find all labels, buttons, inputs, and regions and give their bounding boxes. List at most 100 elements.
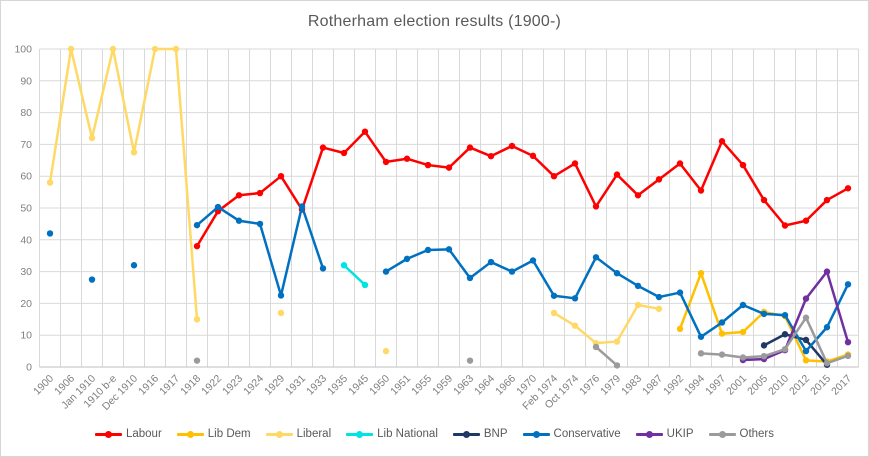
x-tick-label: 2012 bbox=[787, 373, 812, 398]
y-tick-label: 20 bbox=[20, 298, 32, 310]
series-point-conservative bbox=[844, 281, 852, 288]
x-tick-label: 2015 bbox=[808, 373, 833, 398]
x-tick-label: 1935 bbox=[325, 373, 350, 398]
series-point-conservative bbox=[760, 310, 768, 318]
series-point-liberal bbox=[613, 338, 621, 345]
x-tick-label: 1923 bbox=[220, 373, 245, 398]
series-point-liberal bbox=[550, 309, 558, 317]
series-point-conservative bbox=[550, 292, 558, 299]
series-point-conservative bbox=[529, 257, 537, 264]
legend-marker-icon bbox=[452, 430, 480, 439]
series-point-labour bbox=[760, 196, 768, 204]
x-tick-label: 1964 bbox=[472, 373, 497, 398]
series-point-labour bbox=[235, 192, 243, 199]
series-point-others bbox=[592, 343, 600, 351]
series-point-labour bbox=[466, 144, 474, 151]
series-point-conservative bbox=[193, 221, 201, 229]
series-point-liberal bbox=[109, 45, 117, 53]
series-point-labour bbox=[403, 155, 411, 162]
series-point-labour bbox=[613, 171, 621, 178]
series-point-labour bbox=[655, 176, 663, 183]
x-tick-label: 1900 bbox=[31, 373, 56, 398]
x-tick-label: 1992 bbox=[661, 373, 686, 398]
series-line-lib-national bbox=[342, 263, 367, 287]
legend-item-lib-national: Lib National bbox=[346, 428, 438, 440]
x-tick-label: 1950 bbox=[367, 373, 392, 398]
series-point-others bbox=[844, 352, 852, 360]
x-tick-label: 1924 bbox=[241, 373, 266, 398]
legend-label: Labour bbox=[125, 428, 162, 440]
series-point-lib-dem bbox=[739, 328, 747, 336]
series-point-labour bbox=[592, 203, 600, 210]
series-point-others bbox=[823, 359, 831, 367]
x-tick-label: 2017 bbox=[829, 373, 854, 398]
legend-marker-icon bbox=[176, 430, 204, 439]
series-point-others bbox=[697, 350, 705, 357]
y-tick-label: 100 bbox=[14, 44, 32, 56]
series-point-labour bbox=[256, 189, 264, 197]
series-point-labour bbox=[424, 161, 432, 169]
series-point-conservative bbox=[781, 311, 789, 319]
series-point-conservative bbox=[592, 254, 600, 261]
x-tick-label: 1922 bbox=[199, 373, 224, 398]
series-point-others bbox=[466, 357, 474, 364]
legend-marker-icon bbox=[708, 430, 736, 439]
y-tick-label: 30 bbox=[20, 266, 32, 278]
x-tick-label: 1929 bbox=[262, 373, 287, 398]
legend-item-others: Others bbox=[708, 428, 775, 440]
x-tick-label: 1945 bbox=[346, 373, 371, 398]
legend-item-lib-dem: Lib Dem bbox=[176, 428, 251, 440]
series-point-lib-national bbox=[361, 281, 369, 289]
legend-marker-icon bbox=[522, 430, 550, 439]
y-tick-label: 10 bbox=[20, 330, 32, 342]
series-point-labour bbox=[697, 187, 705, 194]
series-point-bnp bbox=[760, 342, 768, 349]
series-line-conservative bbox=[384, 248, 850, 353]
series-point-labour bbox=[781, 222, 789, 229]
y-tick-label: 70 bbox=[20, 139, 32, 151]
series-point-labour bbox=[844, 185, 852, 192]
series-point-liberal bbox=[46, 179, 54, 186]
x-tick-label: 2005 bbox=[745, 373, 770, 398]
x-tick-label: 1983 bbox=[619, 373, 644, 398]
series-point-labour bbox=[718, 138, 726, 145]
series-point-labour bbox=[508, 142, 516, 150]
series-point-conservative bbox=[655, 293, 663, 301]
series-point-bnp bbox=[802, 336, 810, 344]
series-point-liberal bbox=[151, 45, 159, 53]
chart-title: Rotherham election results (1900-) bbox=[307, 13, 562, 30]
series-line-bnp bbox=[762, 332, 829, 367]
series-point-labour bbox=[634, 192, 642, 199]
series-point-liberal bbox=[172, 45, 180, 53]
series-point-others bbox=[802, 314, 810, 321]
x-tick-label: 1979 bbox=[598, 373, 623, 398]
series-point-labour bbox=[487, 152, 495, 160]
series-point-conservative bbox=[235, 217, 243, 224]
x-tick-label: 1966 bbox=[493, 373, 518, 398]
x-tick-label: 1918 bbox=[178, 373, 203, 398]
series-point-conservative bbox=[46, 230, 54, 237]
legend-item-liberal: Liberal bbox=[265, 428, 332, 440]
series-line-conservative bbox=[195, 205, 325, 297]
series-point-lib-dem bbox=[802, 357, 810, 364]
series-point-conservative bbox=[676, 289, 684, 296]
x-tick-label: 1955 bbox=[409, 373, 434, 398]
legend-label: Liberal bbox=[296, 428, 332, 440]
series-point-conservative bbox=[508, 268, 516, 275]
series-point-conservative bbox=[424, 246, 432, 254]
series-point-conservative bbox=[697, 333, 705, 340]
series-line-others bbox=[594, 345, 619, 367]
series-point-labour bbox=[802, 217, 810, 224]
series-point-labour bbox=[277, 173, 285, 180]
legend-label: Others bbox=[739, 428, 775, 440]
series-point-conservative bbox=[718, 319, 726, 326]
series-point-bnp bbox=[781, 331, 789, 338]
x-tick-label: 1931 bbox=[283, 373, 308, 398]
series-point-labour bbox=[361, 128, 369, 135]
x-tick-label: 1959 bbox=[430, 373, 455, 398]
legend-marker-icon bbox=[265, 430, 293, 439]
y-tick-label: 90 bbox=[20, 75, 32, 87]
series-point-conservative bbox=[298, 203, 306, 210]
